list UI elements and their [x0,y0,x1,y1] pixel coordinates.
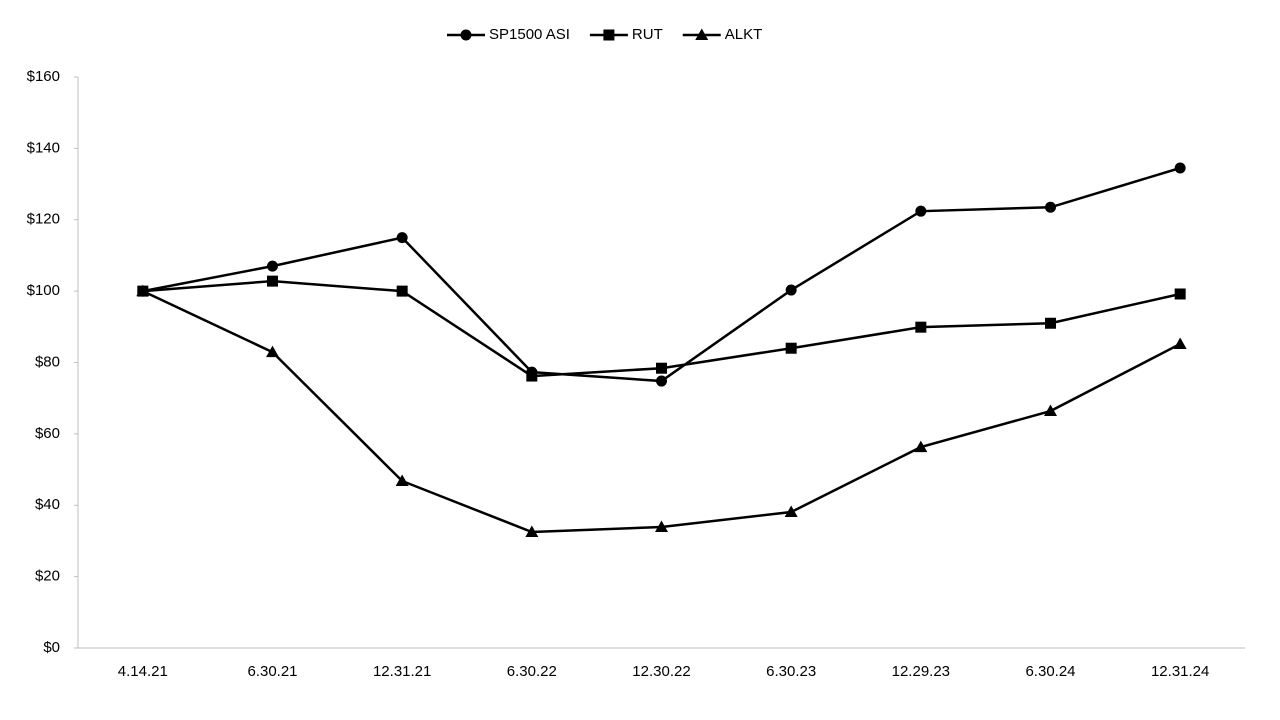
point [267,275,278,287]
y-tick-label: $40 [35,496,60,513]
x-tick-label: 12.30.22 [632,663,690,680]
x-tick-label: 12.31.21 [373,663,431,680]
y-tick-label: $60 [35,425,60,442]
point [267,260,278,272]
point [915,321,927,333]
point [784,505,798,518]
y-tick-label: $20 [35,568,60,585]
x-tick-label: 12.31.24 [1151,663,1209,680]
point [136,284,150,297]
y-tick-label: $120 [27,211,60,228]
point [656,375,667,387]
point [396,285,408,297]
point [914,440,928,453]
x-tick-label: 6.30.23 [766,663,816,680]
point [1045,201,1056,213]
x-tick-label: 6.30.24 [1025,663,1075,680]
point [526,370,538,382]
legend-marker [603,29,615,41]
point [785,342,797,354]
point [395,474,409,486]
point [785,284,797,296]
point [1174,162,1186,174]
point [1044,404,1057,417]
x-tick-label: 12.29.23 [892,663,950,680]
x-tick-label: 6.30.21 [247,663,297,680]
legend-label: SP1500 ASI [489,26,570,43]
series-line [142,289,1181,534]
point [525,525,539,538]
point [1173,337,1187,349]
x-tick-label: 4.14.21 [118,663,168,680]
legend-label: ALKT [725,26,763,43]
x-tick-label: 6.30.22 [507,663,557,680]
legend-label: RUT [632,26,663,43]
y-tick-label: $80 [35,353,60,370]
y-tick-label: $140 [27,139,60,156]
point [396,232,408,244]
point [915,205,927,217]
y-tick-label: $160 [27,68,60,85]
point [1045,317,1056,329]
series-line [142,166,1181,383]
y-tick-label: $100 [27,282,60,299]
series-line [142,279,1181,378]
point [266,345,279,358]
point [1174,288,1186,300]
legend-marker [460,29,472,41]
legend-marker [695,28,709,40]
point [655,520,668,533]
y-tick-label: $0 [43,639,60,656]
point [656,362,667,374]
